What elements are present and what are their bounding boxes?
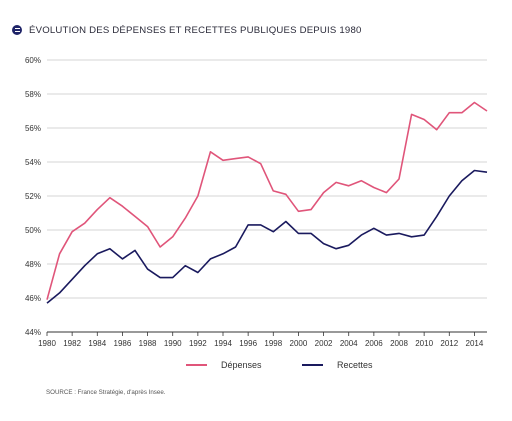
x-tick-label-2002: 2002 <box>315 339 333 348</box>
legend-swatch-depenses <box>186 364 207 366</box>
y-tick-label-60: 60% <box>25 56 41 65</box>
y-tick-label-52: 52% <box>25 192 41 201</box>
x-tick-label-2014: 2014 <box>466 339 484 348</box>
x-tick-label-2008: 2008 <box>390 339 408 348</box>
legend-label-depenses: Dépenses <box>221 360 262 370</box>
x-tick-label-1988: 1988 <box>139 339 157 348</box>
y-tick-label-54: 54% <box>25 158 41 167</box>
x-tick-label-1998: 1998 <box>264 339 282 348</box>
x-tick-label-1986: 1986 <box>114 339 132 348</box>
x-tick-label-2006: 2006 <box>365 339 383 348</box>
legend-item-depenses: Dépenses <box>186 360 262 370</box>
chart-title-row: ÉVOLUTION DES DÉPENSES ET RECETTES PUBLI… <box>12 24 362 36</box>
x-tick-label-1994: 1994 <box>214 339 232 348</box>
y-tick-label-46: 46% <box>25 294 41 303</box>
y-tick-label-48: 48% <box>25 260 41 269</box>
x-tick-label-1982: 1982 <box>63 339 81 348</box>
series-line-depenses <box>46 101 488 300</box>
legend-swatch-recettes <box>302 364 323 366</box>
x-tick-label-2004: 2004 <box>340 339 358 348</box>
source-note: SOURCE : France Stratégie, d'après Insee… <box>46 389 166 396</box>
x-tick-label-2012: 2012 <box>440 339 458 348</box>
chart-title: ÉVOLUTION DES DÉPENSES ET RECETTES PUBLI… <box>29 24 362 36</box>
x-tick-label-1984: 1984 <box>88 339 106 348</box>
y-tick-label-56: 56% <box>25 124 41 133</box>
x-tick-label-1996: 1996 <box>239 339 257 348</box>
y-tick-label-44: 44% <box>25 328 41 337</box>
legend-item-recettes: Recettes <box>302 360 373 370</box>
legend-label-recettes: Recettes <box>337 360 373 370</box>
x-tick-label-1990: 1990 <box>164 339 182 348</box>
x-tick-label-1992: 1992 <box>189 339 207 348</box>
menu-circle-icon <box>12 25 22 35</box>
y-tick-label-58: 58% <box>25 90 41 99</box>
x-tick-label-1980: 1980 <box>38 339 56 348</box>
x-tick-label-2010: 2010 <box>415 339 433 348</box>
x-tick-label-2000: 2000 <box>290 339 308 348</box>
y-tick-label-50: 50% <box>25 226 41 235</box>
series-line-recettes <box>46 169 488 304</box>
